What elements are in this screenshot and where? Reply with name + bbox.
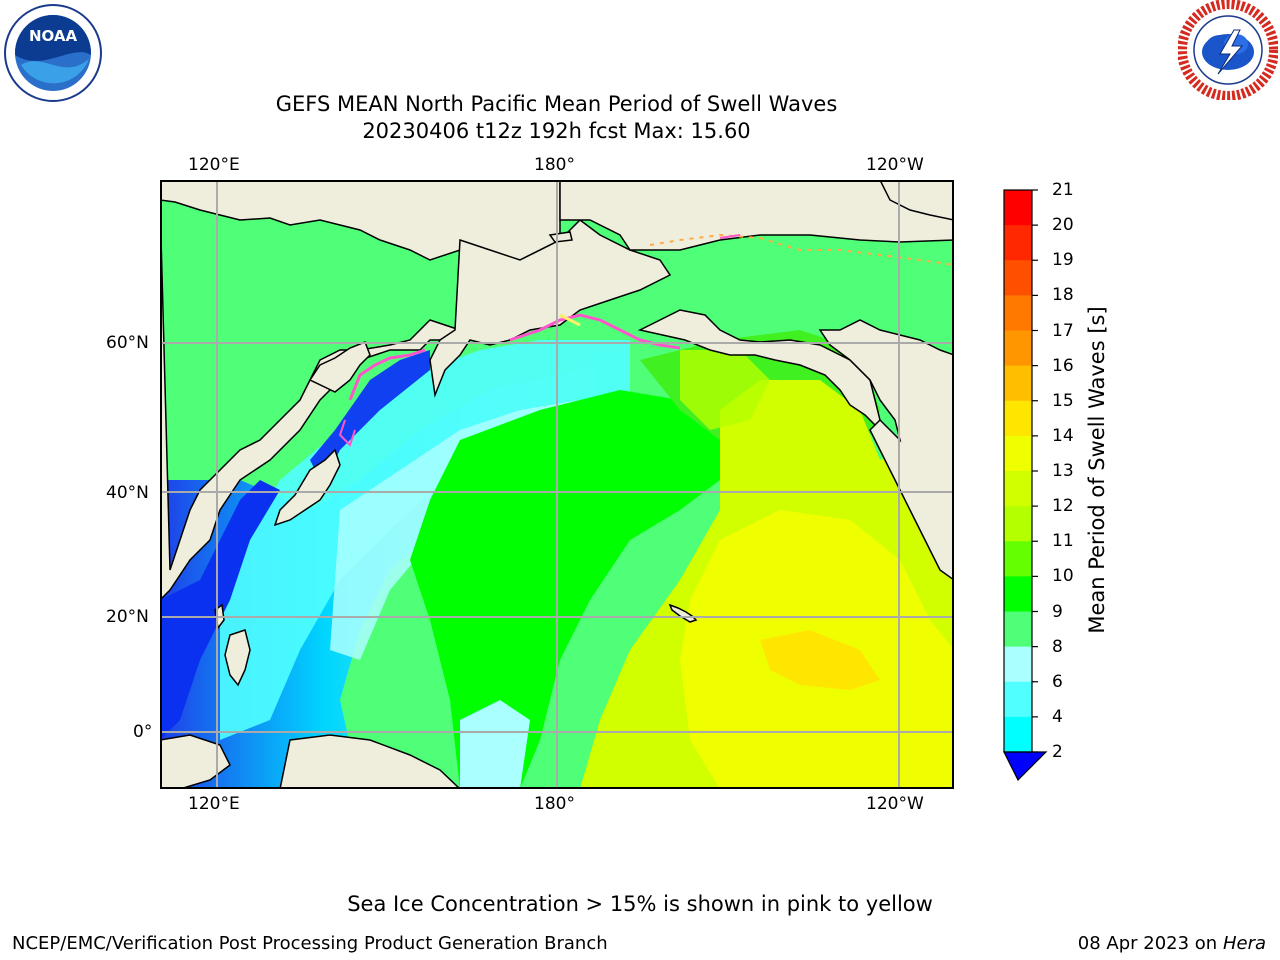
colorbar-swatch xyxy=(1004,260,1032,296)
colorbar-swatch xyxy=(1004,576,1032,612)
colorbar-tick-label: 8 xyxy=(1052,636,1063,657)
sea-ice-note: Sea Ice Concentration > 15% is shown in … xyxy=(347,892,933,916)
colorbar-tick-label: 15 xyxy=(1052,390,1074,411)
colorbar-tick-label: 4 xyxy=(1052,706,1063,727)
colorbar-swatch xyxy=(1004,471,1032,507)
lon-label-bottom-120e: 120°E xyxy=(188,794,240,814)
colorbar-tick-labels: 21 20 19 18 17 16 15 14 13 12 11 10 9 8 6 4 2 xyxy=(1052,180,1112,785)
lat-label-60n: 60°N xyxy=(106,333,149,353)
noaa-logo-text: NOAA xyxy=(29,27,78,45)
colorbar-swatch xyxy=(1004,365,1032,402)
colorbar xyxy=(1003,189,1048,782)
colorbar-swatch xyxy=(1004,190,1032,226)
colorbar-swatch xyxy=(1004,506,1032,542)
lat-label-20n: 20°N xyxy=(106,607,149,627)
land-philippines xyxy=(224,629,251,687)
lon-label-bottom-120w: 120°W xyxy=(866,794,924,814)
nws-logo xyxy=(1177,0,1279,101)
colorbar-tick-label: 18 xyxy=(1052,285,1074,306)
colorbar-tick-label: 13 xyxy=(1052,461,1074,481)
lon-label-top-180: 180° xyxy=(534,155,575,175)
swell-region-tropical-streak xyxy=(460,700,530,789)
colorbar-tick-label: 12 xyxy=(1052,496,1074,517)
swell-region-blue-north xyxy=(310,350,430,480)
footer-machine: Hera xyxy=(1222,933,1266,954)
colorbar-tick-label: 19 xyxy=(1052,250,1074,271)
swell-region-cyan xyxy=(220,340,630,740)
land-new-guinea xyxy=(279,734,462,789)
lon-label-top-120e: 120°E xyxy=(188,155,240,175)
swell-region-max xyxy=(760,630,880,690)
colorbar-tick-label: 2 xyxy=(1052,742,1063,762)
colorbar-label: Mean Period of Swell Waves [s] xyxy=(1085,306,1109,634)
land-wrangel xyxy=(548,231,573,243)
lon-label-top-120w: 120°W xyxy=(866,155,924,175)
sea-ice-okhotsk-inner xyxy=(338,419,356,447)
chart-subtitle: 20230406 t12z 192h fcst Max: 15.60 xyxy=(362,119,751,143)
chart-title: GEFS MEAN North Pacific Mean Period of S… xyxy=(275,92,838,116)
colorbar-tick-label: 6 xyxy=(1052,671,1063,692)
colorbar-tick-label: 11 xyxy=(1052,531,1074,552)
map-panel xyxy=(160,180,954,789)
land-okhotsk-coast xyxy=(308,341,371,393)
map-frame xyxy=(160,180,954,789)
colorbar-tick-label: 21 xyxy=(1052,180,1074,200)
noaa-logo: NOAA xyxy=(3,3,103,103)
colorbar-tick-label: 9 xyxy=(1052,601,1063,622)
graticule xyxy=(160,180,954,789)
colorbar-tick-label: 10 xyxy=(1052,566,1074,587)
sea-ice-bering-yellow xyxy=(559,313,581,327)
colorbar-swatch xyxy=(1004,716,1032,753)
footer-date: 08 Apr 2023 on Hera xyxy=(1078,933,1266,954)
colorbar-tick-label: 14 xyxy=(1052,425,1074,446)
colorbar-swatch xyxy=(1004,400,1032,437)
land-north-america xyxy=(818,240,954,581)
land xyxy=(160,180,954,789)
swell-region-lime xyxy=(680,350,770,430)
colorbar-swatch xyxy=(1004,681,1032,718)
footer-credit: NCEP/EMC/Verification Post Processing Pr… xyxy=(12,933,608,954)
colorbar-swatch xyxy=(1004,611,1032,648)
sea-ice-arctic xyxy=(649,233,954,266)
colorbar-swatch xyxy=(1004,435,1032,472)
colorbar-swatch xyxy=(1004,646,1032,683)
colorbar-swatch xyxy=(1004,295,1032,331)
colorbar-extend-min-arrow xyxy=(1003,751,1048,782)
colorbar-swatch xyxy=(1004,225,1032,261)
footer-date-text: 08 Apr 2023 on xyxy=(1077,933,1223,954)
colorbar-tick-label: 16 xyxy=(1052,355,1074,376)
land-borneo xyxy=(160,734,231,789)
swell-region-green xyxy=(410,390,720,789)
lat-label-0: 0° xyxy=(133,722,153,742)
lat-label-40n: 40°N xyxy=(106,483,149,503)
sea-ice-okhotsk xyxy=(348,348,426,401)
lon-label-bottom-180: 180° xyxy=(534,794,575,814)
colorbar-swatch xyxy=(1004,541,1032,577)
sea-ice-alaska-north xyxy=(719,234,741,239)
colorbar-swatch xyxy=(1004,330,1032,367)
colorbar-tick-label: 17 xyxy=(1052,320,1074,341)
colorbar-tick-label: 20 xyxy=(1052,215,1074,236)
land-japan xyxy=(273,448,341,527)
